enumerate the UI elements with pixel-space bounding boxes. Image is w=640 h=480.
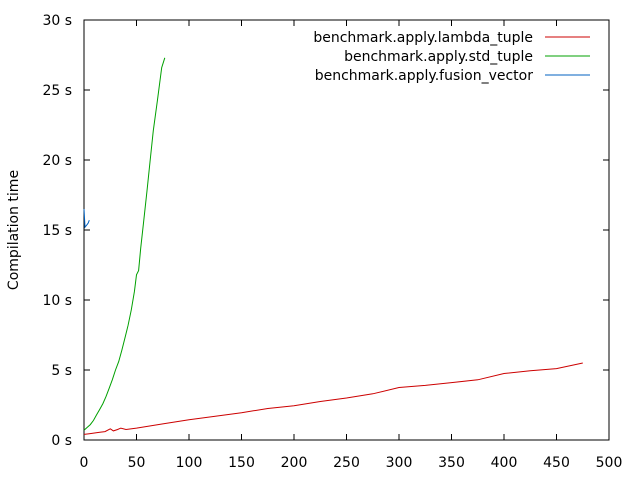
x-tick-label: 200 xyxy=(281,455,308,471)
y-tick-label: 10 s xyxy=(42,293,72,309)
y-tick-label: 0 s xyxy=(51,433,72,449)
x-tick-label: 400 xyxy=(491,455,518,471)
legend: benchmark.apply.lambda_tuple benchmark.ap… xyxy=(313,30,590,84)
y-tick-label: 20 s xyxy=(42,153,72,169)
x-tick-labels: 0 50 100 150 200 250 300 350 400 450 500 xyxy=(80,455,623,471)
x-tick-label: 500 xyxy=(596,455,623,471)
x-tick-label: 300 xyxy=(386,455,413,471)
legend-label-1: benchmark.apply.std_tuple xyxy=(344,49,533,65)
axis-ticks xyxy=(83,19,610,441)
series-lines xyxy=(83,57,583,435)
series-line-2 xyxy=(83,208,90,229)
x-tick-label: 50 xyxy=(128,455,146,471)
x-tick-label: 450 xyxy=(543,455,570,471)
y-tick-label: 5 s xyxy=(51,363,72,379)
x-tick-label: 250 xyxy=(333,455,360,471)
x-tick-label: 350 xyxy=(438,455,465,471)
x-tick-label: 150 xyxy=(228,455,255,471)
y-tick-label: 30 s xyxy=(42,13,72,29)
y-tick-label: 15 s xyxy=(42,223,72,239)
legend-label-0: benchmark.apply.lambda_tuple xyxy=(313,30,533,46)
series-line-1 xyxy=(83,57,166,431)
x-tick-label: 100 xyxy=(176,455,203,471)
y-axis-title: Compilation time xyxy=(6,170,22,290)
x-tick-label: 0 xyxy=(80,455,89,471)
y-tick-labels: 0 s 5 s 10 s 15 s 20 s 25 s 30 s xyxy=(42,13,72,449)
legend-label-2: benchmark.apply.fusion_vector xyxy=(315,68,534,84)
y-tick-label: 25 s xyxy=(42,83,72,99)
series-line-0 xyxy=(83,362,583,435)
